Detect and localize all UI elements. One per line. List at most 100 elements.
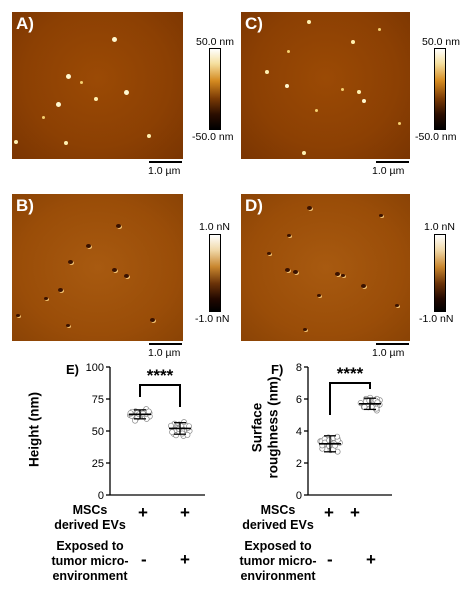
significance-stars: ****	[337, 364, 364, 383]
vesicle	[58, 288, 63, 292]
panel-letter-e: E)	[66, 362, 79, 377]
vesicle	[378, 28, 381, 31]
vesicle	[86, 244, 91, 248]
y-axis-title-line-2: roughness (nm)	[265, 376, 281, 479]
condition-label-line: MSCs	[260, 503, 296, 517]
y-tick-label: 0	[296, 490, 302, 502]
force-colorbar	[434, 234, 446, 312]
condition-label-line: Exposed to	[244, 539, 312, 553]
panel-letter-f: F)	[271, 362, 284, 377]
force-colorbar	[209, 234, 221, 312]
vesicle	[267, 252, 271, 255]
vesicle	[80, 81, 83, 84]
scale-bar-label: 1.0 µm	[372, 165, 405, 177]
vesicle	[398, 122, 401, 125]
vesicle	[16, 314, 20, 317]
vesicle	[307, 20, 311, 24]
vesicle	[341, 274, 345, 277]
data-point	[366, 397, 373, 404]
y-tick-label: 100	[86, 362, 104, 374]
condition-label-tumor: Exposed to tumor micro- environment	[216, 539, 340, 584]
scale-bar-label: 1.0 µm	[148, 165, 181, 177]
data-point	[145, 408, 152, 415]
height-colorbar	[434, 48, 446, 130]
significance-bracket	[139, 384, 181, 407]
condition-mark: -	[141, 550, 147, 569]
vesicle	[147, 134, 151, 138]
scale-bar	[149, 343, 182, 345]
vesicle	[56, 102, 61, 107]
vesicle	[42, 116, 45, 119]
condition-label-line: derived EVs	[54, 518, 126, 532]
scale-bar	[149, 161, 182, 163]
vesicle	[362, 99, 366, 103]
condition-mark: +	[180, 503, 190, 522]
y-tick-label: 50	[92, 426, 104, 438]
scale-bar	[376, 343, 409, 345]
significance-bracket	[329, 382, 371, 415]
vesicle	[317, 294, 321, 297]
colorbar-min-label: -1.0 nN	[195, 313, 230, 325]
condition-label-line: tumor micro-	[51, 554, 129, 568]
vesicle	[287, 234, 291, 237]
vesicle	[150, 318, 155, 322]
vesicle	[361, 284, 366, 288]
vesicle	[293, 270, 298, 274]
panel-letter: D)	[245, 196, 263, 215]
y-tick-label: 0	[98, 490, 104, 502]
y-tick-label: 4	[296, 426, 302, 438]
y-tick-label: 2	[296, 458, 302, 470]
vesicle	[265, 70, 269, 74]
height-colorbar	[209, 48, 221, 130]
vesicle	[124, 90, 129, 95]
vesicle	[112, 37, 117, 42]
plot-f: 0 2 4 6 8 ****	[296, 362, 392, 502]
data-point	[168, 422, 174, 429]
colorbar-min-label: -1.0 nN	[419, 313, 454, 325]
vesicle	[302, 151, 306, 155]
vesicle	[379, 214, 383, 217]
vesicle	[335, 272, 340, 276]
data-point	[334, 433, 341, 440]
condition-label-line: MSCs	[72, 503, 108, 517]
vesicle	[116, 224, 121, 228]
scale-bar-label: 1.0 µm	[372, 347, 405, 359]
condition-label-line: Exposed to	[56, 539, 124, 553]
significance-stars: ****	[147, 366, 174, 385]
vesicle	[357, 90, 361, 94]
data-point	[373, 405, 380, 412]
data-point	[326, 437, 333, 444]
y-tick-label: 75	[92, 394, 104, 406]
afm-force-image-d: D)	[241, 194, 410, 341]
colorbar-max-label: 50.0 nm	[422, 36, 460, 48]
afm-height-image-c: C)	[241, 12, 410, 159]
colorbar-max-label: 1.0 nN	[424, 221, 455, 233]
vesicle	[303, 328, 307, 331]
panel-letter: C)	[245, 14, 263, 33]
data-point	[184, 431, 191, 438]
vesicle	[112, 268, 117, 272]
condition-label-line: tumor micro-	[239, 554, 317, 568]
condition-mark: +	[324, 503, 334, 522]
condition-label-line: environment	[240, 569, 316, 583]
plot-e: 0 25 50 75 100 ****	[86, 362, 205, 502]
afm-height-image-a: A)	[12, 12, 183, 159]
y-tick-label: 8	[296, 362, 302, 374]
condition-mark: +	[180, 550, 190, 569]
vesicle	[66, 324, 70, 327]
vesicle	[351, 40, 355, 44]
vesicle	[68, 260, 73, 264]
y-tick-label: 25	[92, 458, 104, 470]
condition-label-msc-evs: MSCs derived EVs	[40, 503, 140, 533]
vesicle	[287, 50, 290, 53]
vesicle	[341, 88, 344, 91]
panel-letter: B)	[16, 196, 34, 215]
scale-bar-label: 1.0 µm	[148, 347, 181, 359]
scale-bar	[376, 161, 409, 163]
vesicle	[315, 109, 318, 112]
condition-mark: +	[138, 503, 148, 522]
y-axis-title-line-1: Surface	[249, 402, 265, 453]
vesicle	[44, 297, 48, 300]
vesicle	[285, 268, 290, 272]
vesicle	[395, 304, 399, 307]
